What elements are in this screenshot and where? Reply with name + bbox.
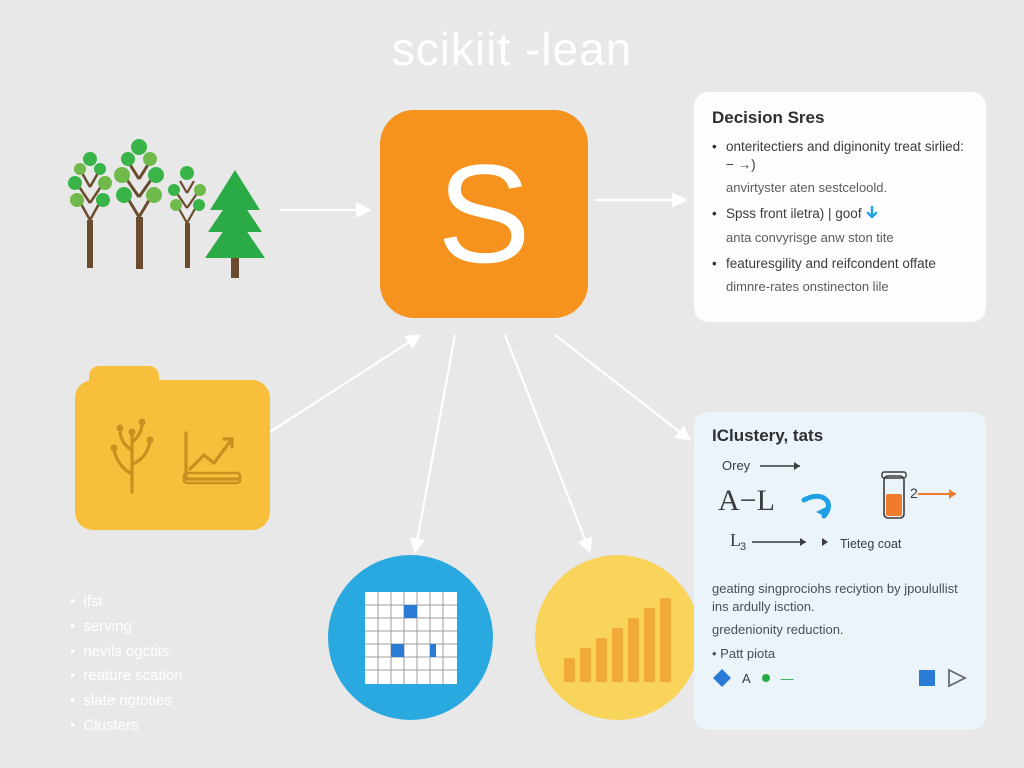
folder-block: .folder::before{background:#f8bf3c;} — [75, 380, 270, 530]
center-logo-block: S — [380, 110, 588, 318]
down-arrow-icon — [865, 206, 879, 220]
page-title: scikiit -lean — [0, 22, 1024, 76]
bar-series — [564, 598, 671, 682]
list-item: Clusters — [70, 714, 183, 739]
center-to-bluecircle — [415, 335, 455, 552]
list-item: reature scation — [70, 664, 183, 689]
trees-graphic — [55, 135, 265, 285]
decision-bullet: Spss front iletra) | goof — [712, 205, 968, 223]
decision-bullet: featuresgility and reifcondent offate — [712, 255, 968, 273]
cluster-body: geating singprociohs reciytion by jpoulu… — [712, 580, 968, 615]
list-item: serving — [70, 615, 183, 640]
branch-icon — [102, 416, 162, 494]
center-to-cluster — [555, 335, 690, 440]
decision-sub: anvirtyster aten sestceloold. — [712, 180, 968, 195]
cluster-legend: A — — [712, 668, 968, 688]
list-item: slate rigtoties — [70, 689, 183, 714]
svg-text:3: 3 — [740, 541, 746, 553]
decision-card-title: Decision Sres — [712, 108, 968, 128]
grid-icon — [365, 592, 457, 684]
list-item: nevils ogctits — [70, 640, 183, 665]
cluster-card: IClustery, tats Orey A−L L 3 2 — [694, 412, 986, 730]
center-to-yellowcircle — [505, 335, 590, 552]
cluster-mini-bullet: Patt piota — [712, 645, 968, 663]
orey-label: Orey — [722, 458, 751, 473]
yellow-circle-bars — [535, 555, 700, 720]
decision-sub: dimnre-rates onstinecton lile — [712, 279, 968, 294]
list-item: ifst — [70, 590, 183, 615]
chart-arrow-icon — [180, 425, 244, 485]
decision-card: Decision Sres onteritectiers and diginon… — [694, 92, 986, 322]
folder-to-center — [270, 335, 420, 432]
dot-icon — [761, 673, 771, 683]
play-icon — [946, 668, 968, 688]
right-label: Tieteg coat — [840, 537, 902, 551]
center-letter: S — [437, 133, 530, 295]
decision-bullet: onteritectiers and diginonity treat sirl… — [712, 138, 968, 174]
formula-text: A−L — [718, 484, 775, 517]
square-icon — [918, 669, 936, 687]
blue-circle-grid — [328, 555, 493, 720]
cluster-diagram: Orey A−L L 3 2 Tieteg coat — [712, 454, 968, 572]
bottom-list: ifst serving nevils ogctits reature scat… — [70, 590, 183, 739]
decision-sub: anta convyrisge anw ston tite — [712, 230, 968, 245]
diamond-icon — [712, 668, 732, 688]
svg-text:2: 2 — [910, 485, 918, 501]
cluster-card-title: IClustery, tats — [712, 426, 968, 446]
legend-a-label: A — [742, 671, 751, 686]
cluster-body: gredenionity reduction. — [712, 621, 968, 639]
